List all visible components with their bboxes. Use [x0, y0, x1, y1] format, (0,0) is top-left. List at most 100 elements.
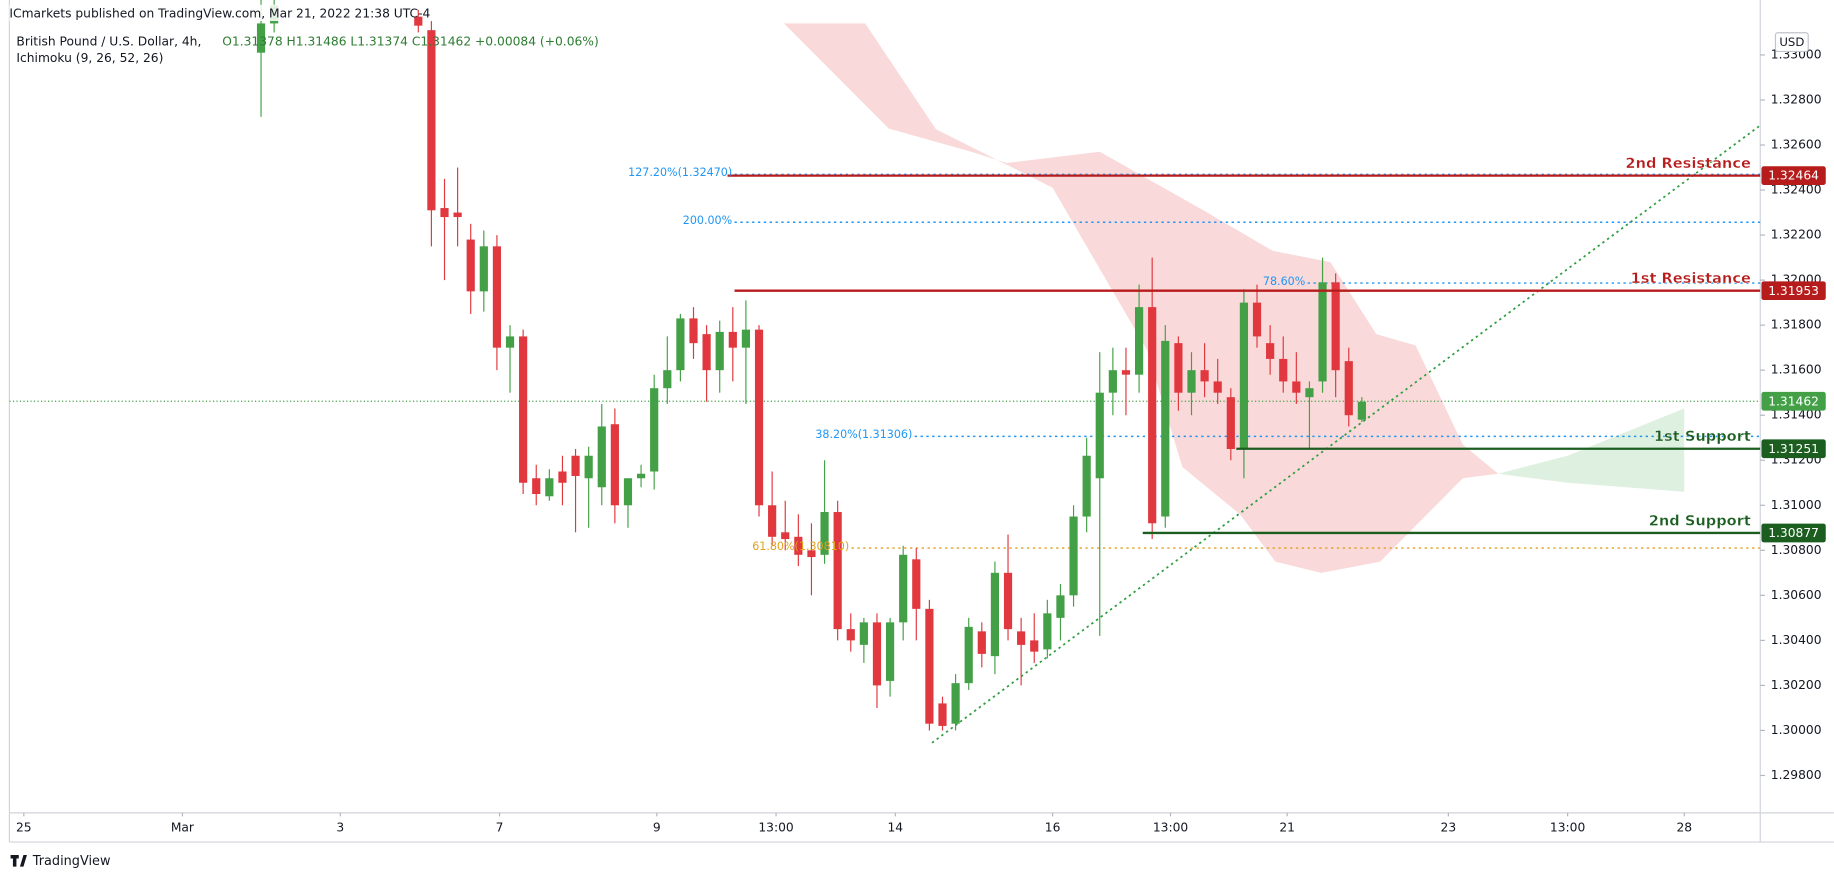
- overlay: 1.29800 1.30000 1.30200 1.30400 1.30600 1.308…: [16, 47, 1826, 835]
- y-tick-label: 1.32200: [1771, 228, 1822, 242]
- candle-body: [1095, 392, 1104, 479]
- legend-bg: [14, 32, 213, 68]
- currency-box[interactable]: [1774, 32, 1809, 53]
- candle-body: [1121, 370, 1131, 375]
- candle-body: [545, 478, 554, 497]
- candle-body: [414, 16, 423, 26]
- x-tick-label: 13:00: [758, 821, 793, 835]
- x-tick-label: 23: [1441, 821, 1457, 835]
- candle-body: [1318, 282, 1327, 382]
- candle-body: [885, 622, 895, 681]
- candle-body: [807, 550, 816, 558]
- symbol-title: British Pound / U.S. Dollar, 4h,: [16, 35, 201, 49]
- candle-body: [610, 424, 619, 506]
- candle-body: [1017, 631, 1026, 645]
- level-name: 2nd Support: [1649, 512, 1751, 529]
- candle-body: [1148, 307, 1157, 524]
- y-tick-label: 1.31000: [1771, 498, 1822, 512]
- x-tick-label: 16: [1045, 821, 1061, 835]
- candle-body: [1331, 282, 1340, 371]
- candle-body: [1056, 595, 1065, 618]
- y-tick-label: 1.30800: [1771, 543, 1822, 557]
- candle-body: [584, 455, 593, 479]
- candle-body: [1134, 307, 1144, 375]
- candle-body: [1292, 381, 1301, 393]
- candle-body: [1030, 640, 1039, 652]
- candle-body: [1305, 388, 1314, 398]
- candle-body: [768, 505, 777, 537]
- candle-body: [440, 208, 449, 218]
- brand: TradingView: [32, 854, 111, 869]
- candle-body: [1187, 370, 1196, 393]
- candle-body: [505, 336, 515, 348]
- last-price-label: 1.31462: [1768, 394, 1819, 408]
- x-tick-label: 7: [496, 821, 504, 835]
- candle-body: [872, 622, 882, 686]
- trendline: [931, 125, 1760, 744]
- candle-body: [492, 246, 502, 348]
- x-tick-label: 13:00: [1550, 821, 1585, 835]
- candle-body: [820, 512, 829, 555]
- candle-body: [427, 30, 436, 211]
- level-price-tag: [1761, 166, 1826, 185]
- y-tick-label: 1.29800: [1771, 768, 1822, 782]
- candle-body: [781, 532, 790, 540]
- candle-body: [728, 331, 737, 348]
- candle-body: [990, 572, 1000, 657]
- fib-label: 127.20%(1.32470): [628, 166, 732, 179]
- candle-body: [597, 426, 606, 488]
- candle-body: [925, 608, 934, 724]
- y-tick-label: 1.30400: [1771, 633, 1822, 647]
- candle-body: [466, 239, 475, 292]
- y-tick-label: 1.32400: [1771, 183, 1822, 197]
- candle-body: [1174, 343, 1183, 393]
- y-tick-label: 1.32600: [1771, 138, 1822, 152]
- candle-body: [846, 629, 855, 641]
- x-tick-label: 21: [1279, 821, 1295, 835]
- candle-body: [519, 336, 528, 483]
- candle-body: [1108, 370, 1117, 393]
- x-tick-label: 13:00: [1153, 821, 1188, 835]
- y-tick-label: 1.31800: [1771, 318, 1822, 332]
- candle-body: [1239, 302, 1249, 449]
- level-price-tag: [1761, 523, 1826, 543]
- candle-body: [650, 388, 659, 472]
- candle-body: [1003, 572, 1013, 630]
- x-tick-label: 3: [336, 821, 344, 835]
- candle-body: [899, 554, 908, 623]
- ichimoku-cloud-bearish: [783, 23, 1499, 573]
- last-price-tag: [1761, 391, 1826, 411]
- x-tick-label: 25: [16, 821, 32, 835]
- candle-body: [623, 478, 633, 506]
- fib-label: 38.20%(1.31306): [815, 428, 912, 441]
- candle-body: [663, 370, 672, 389]
- level-price-tag: [1761, 281, 1826, 301]
- candle-body: [741, 329, 751, 348]
- candle-body: [1252, 302, 1262, 337]
- candle-body: [1069, 516, 1078, 596]
- plot-area: [9, 0, 1761, 744]
- candle-body: [715, 331, 724, 371]
- candle-body: [1200, 370, 1209, 382]
- y-tick-label: 1.32800: [1771, 92, 1822, 106]
- level-name: 1st Resistance: [1631, 270, 1751, 287]
- candle-body: [1213, 381, 1222, 393]
- candle-body: [964, 626, 973, 684]
- y-tick-label: 1.30000: [1771, 723, 1822, 737]
- x-tick-label: Mar: [171, 821, 195, 835]
- fib-label: 78.60%: [1263, 275, 1305, 288]
- candle-body: [453, 212, 462, 218]
- candle-body: [571, 455, 580, 477]
- x-tick-label: 14: [888, 821, 904, 835]
- candle-body: [977, 631, 986, 654]
- candle-body: [1043, 613, 1052, 650]
- fib-label: 200.00%: [683, 214, 732, 227]
- candle-body: [912, 559, 921, 609]
- currency[interactable]: USD: [1779, 35, 1804, 49]
- level-name: 2nd Resistance: [1625, 155, 1751, 172]
- candle-body: [938, 703, 947, 726]
- level-price-label: 1.32464: [1768, 169, 1819, 183]
- fib-label: 61.80%(1.30810): [752, 540, 849, 553]
- candle-body: [859, 622, 868, 645]
